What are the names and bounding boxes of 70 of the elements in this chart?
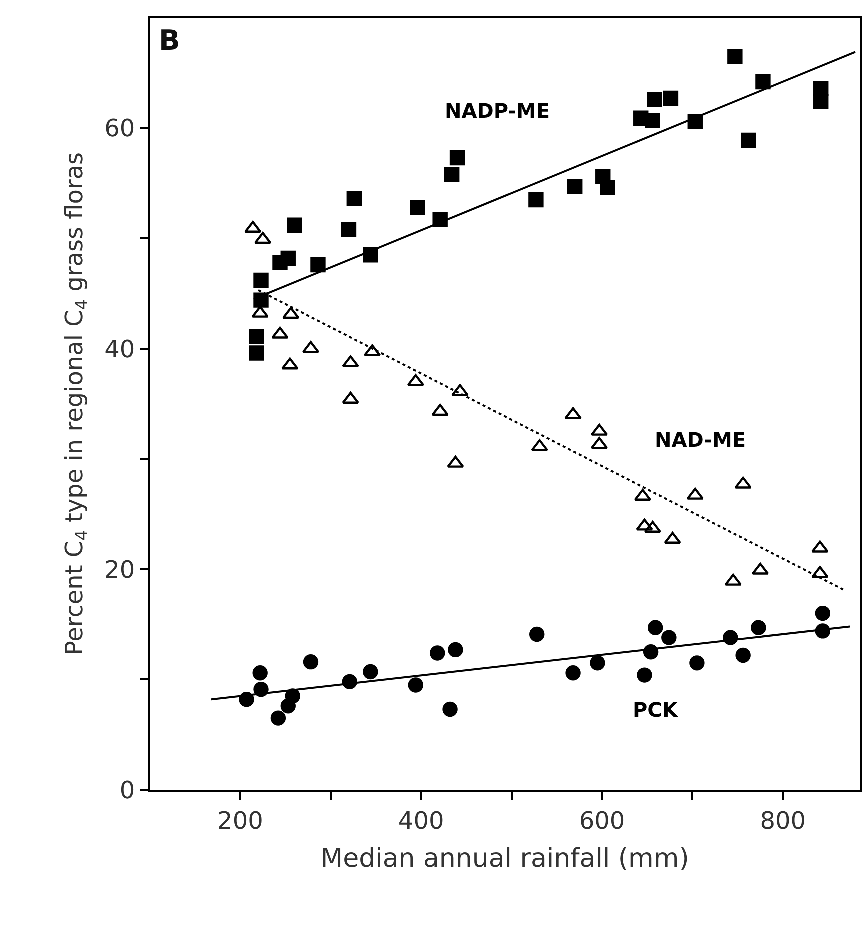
point — [600, 180, 616, 196]
point — [636, 518, 654, 531]
point — [249, 329, 264, 344]
point — [568, 179, 583, 194]
point — [450, 150, 466, 166]
x-axis-title: Median annual rainfall (mm) — [320, 844, 690, 874]
point — [736, 648, 751, 664]
point — [254, 272, 269, 288]
point — [686, 488, 704, 500]
point — [249, 346, 264, 361]
point — [812, 566, 829, 578]
point — [728, 49, 743, 64]
point — [272, 255, 288, 270]
point — [448, 642, 464, 658]
point — [528, 192, 544, 208]
x-tick-label: 200 — [218, 806, 264, 835]
point — [566, 666, 581, 681]
y-tick-label: 0 — [120, 776, 136, 804]
point — [303, 654, 319, 670]
annotation: B — [159, 24, 180, 57]
point — [342, 356, 360, 368]
point — [751, 620, 766, 636]
point — [252, 306, 269, 318]
point — [432, 212, 448, 228]
y-tick-label: 20 — [104, 556, 136, 584]
series-label: NAD-ME — [655, 428, 746, 452]
point — [452, 384, 469, 396]
point — [724, 574, 742, 586]
point — [442, 702, 458, 718]
point — [432, 404, 449, 416]
point — [662, 630, 677, 646]
point — [814, 94, 829, 110]
point — [342, 392, 360, 404]
point — [282, 358, 299, 370]
point — [648, 620, 664, 636]
x-tick-label: 600 — [579, 806, 626, 835]
point — [447, 456, 464, 468]
text: PCK — [633, 698, 680, 722]
point — [408, 678, 424, 693]
x-tick-label: 800 — [760, 806, 806, 835]
point — [531, 439, 548, 452]
point — [270, 710, 286, 726]
text: NADP-ME — [445, 99, 550, 123]
point — [346, 191, 362, 206]
point — [756, 74, 771, 90]
point — [815, 606, 831, 622]
point — [637, 668, 652, 683]
point — [645, 112, 660, 128]
point — [741, 132, 756, 148]
point — [812, 540, 829, 553]
y-tick-label: 60 — [104, 114, 136, 143]
point — [430, 646, 446, 661]
point — [410, 200, 426, 216]
point — [564, 407, 582, 420]
point — [363, 664, 378, 680]
point — [530, 626, 545, 642]
point — [310, 257, 326, 273]
point — [285, 688, 300, 704]
point — [647, 92, 662, 108]
point — [690, 656, 705, 671]
point — [341, 222, 357, 238]
x-tick-label: 400 — [398, 806, 444, 835]
y-tick-label: 40 — [104, 335, 136, 364]
point — [734, 476, 752, 489]
point — [663, 90, 679, 106]
point — [590, 656, 606, 671]
point — [272, 326, 289, 339]
point — [287, 218, 302, 233]
point — [444, 167, 460, 182]
point — [252, 666, 268, 681]
